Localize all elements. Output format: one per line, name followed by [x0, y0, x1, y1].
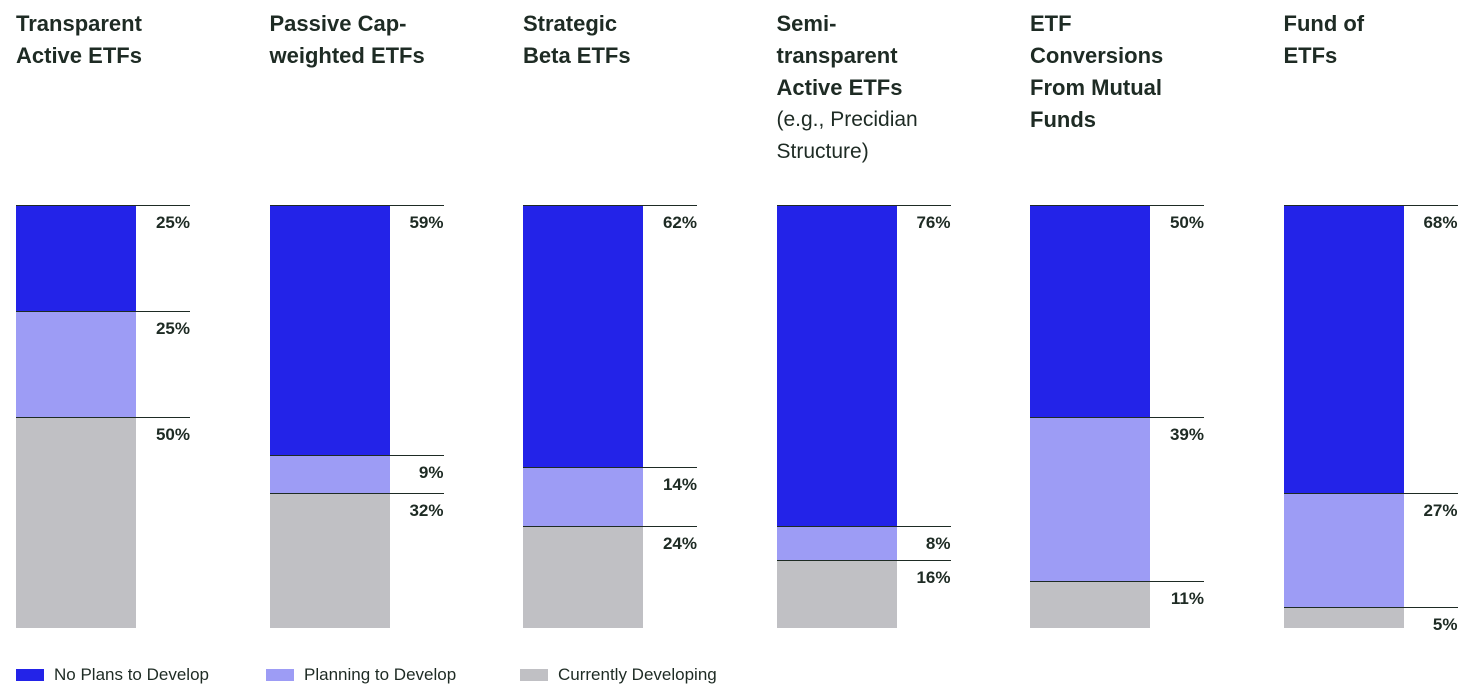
segment-rule: [16, 205, 190, 206]
segment-rule: [523, 526, 697, 528]
segment-rule: [16, 416, 190, 418]
value-label: 32%: [409, 500, 444, 520]
bar-segment: [523, 467, 643, 527]
segment-rule: [1030, 416, 1204, 418]
segment-rule: [269, 205, 444, 206]
category-title: Semi-transparent Active ETFs: [776, 11, 903, 100]
value-label: 5%: [1432, 614, 1458, 634]
category-title: Strategic Beta ETFs: [523, 11, 631, 68]
segment-rule: [776, 205, 951, 206]
category-title: Transparent Active ETFs: [16, 11, 142, 68]
value-label: 68%: [1423, 213, 1458, 232]
value-label: 39%: [1169, 424, 1204, 444]
segment-rule: [1283, 606, 1458, 608]
bar-segment: [269, 205, 390, 455]
value-label: 11%: [1170, 589, 1204, 609]
bar-segment: [1030, 416, 1150, 582]
segment-rule: [776, 526, 951, 528]
value-label: 76%: [916, 213, 951, 232]
category-title: Passive Cap-weighted ETFs: [269, 11, 425, 68]
legend-swatch: [266, 669, 294, 681]
value-label: 14%: [662, 475, 697, 495]
bar-segment: [523, 526, 643, 628]
value-label: 16%: [916, 568, 951, 588]
legend-swatch: [16, 669, 44, 681]
bar-segment: [16, 416, 136, 628]
legend-swatch: [520, 669, 548, 681]
segment-rule: [523, 467, 697, 469]
segment-rule: [269, 492, 444, 494]
value-label: 24%: [662, 534, 697, 554]
value-label: 50%: [155, 424, 190, 444]
value-label: 9%: [418, 462, 444, 482]
bar-segment: [776, 560, 897, 628]
category-title: Fund of ETFs: [1283, 11, 1365, 68]
value-label: 25%: [155, 213, 190, 232]
bar-segment: [269, 492, 390, 628]
legend-label: Planning to Develop: [304, 665, 457, 684]
segment-rule: [1283, 205, 1458, 206]
value-label: 8%: [925, 534, 951, 554]
bar-segment: [1283, 492, 1404, 607]
segment-rule: [776, 560, 951, 562]
bar-segment: [16, 310, 136, 417]
legend-label: No Plans to Develop: [54, 665, 209, 684]
value-label: 50%: [1169, 213, 1204, 232]
bar-segment: [1030, 205, 1150, 417]
bar-segment: [1283, 606, 1404, 628]
category-title: ETF Conversions From Mutual Funds: [1030, 11, 1164, 132]
value-label: 59%: [409, 213, 444, 232]
segment-rule: [1283, 492, 1458, 494]
bar-segment: [776, 526, 897, 561]
segment-rule: [523, 205, 697, 206]
segment-rule: [269, 454, 444, 456]
value-label: 27%: [1423, 500, 1458, 520]
bar-segment: [269, 454, 390, 493]
value-label: 25%: [155, 318, 190, 338]
bar-segment: [523, 205, 643, 468]
value-label: 62%: [662, 213, 697, 232]
bar-segment: [776, 205, 897, 527]
legend-label: Currently Developing: [558, 665, 717, 684]
segment-rule: [1030, 581, 1204, 583]
segment-rule: [1030, 205, 1204, 206]
bar-segment: [16, 205, 136, 311]
segment-rule: [16, 310, 190, 312]
bar-segment: [1030, 581, 1150, 628]
bar-segment: [1283, 205, 1404, 493]
category-note: (e.g., Precidian Structure): [776, 108, 918, 163]
